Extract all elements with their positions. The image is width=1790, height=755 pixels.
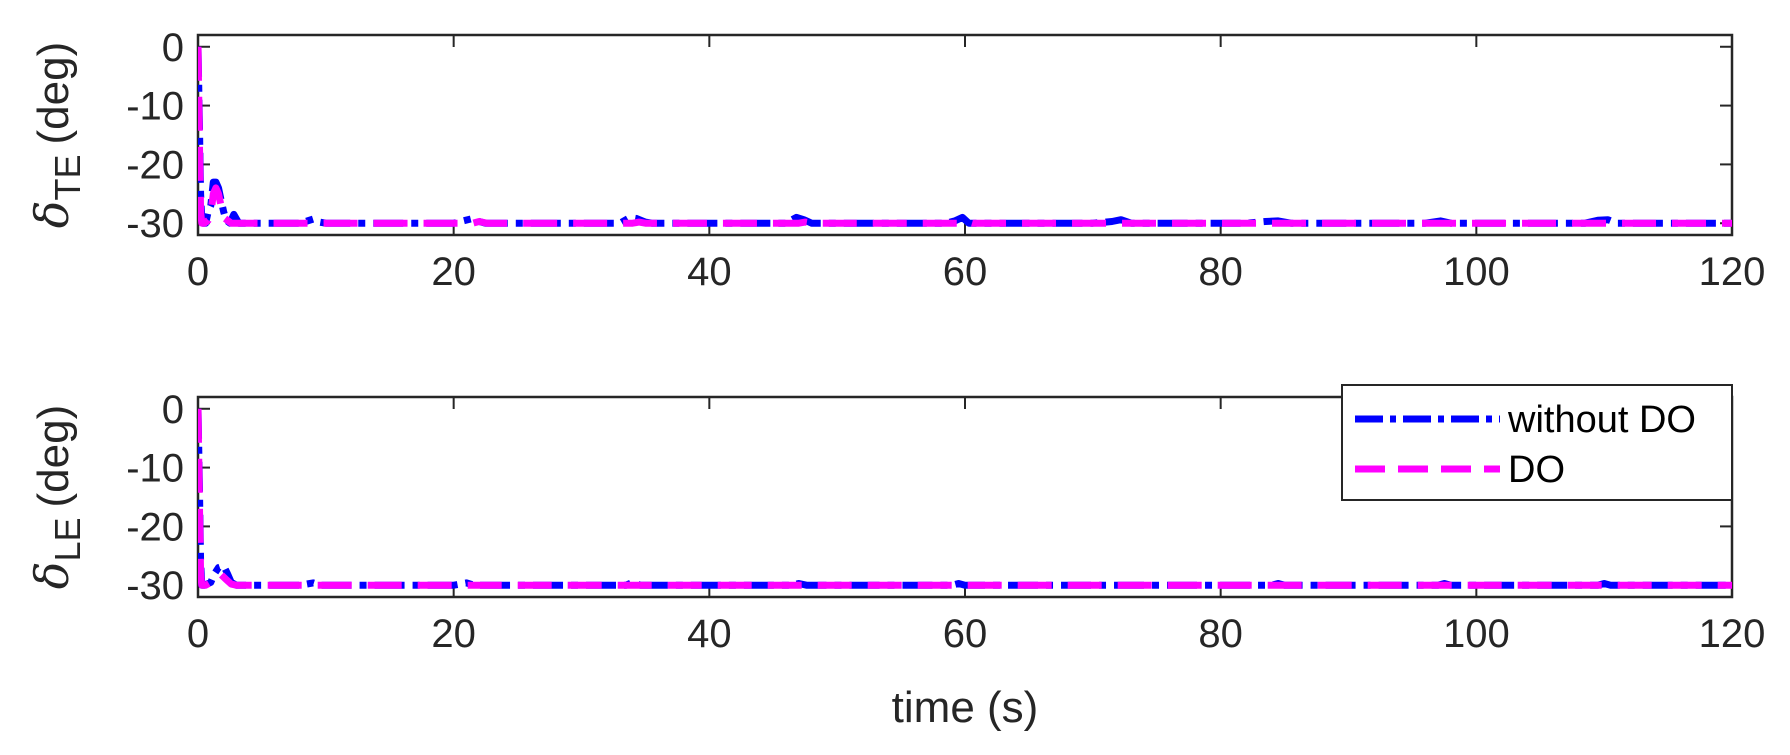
top-ylabel-subscript: TE — [47, 155, 88, 201]
bot-xtick-label: 60 — [943, 612, 988, 656]
legend-label-without-do: without DO — [1507, 399, 1696, 441]
legend-label-do: DO — [1508, 449, 1565, 491]
top-xtick-label: 0 — [187, 250, 209, 294]
top-ylabel-symbol: δ — [25, 201, 79, 229]
top-subplot: 0 20 40 60 80 100 120 0 -10 -20 -30 δTE (deg) — [25, 26, 1765, 294]
bot-xtick-label: 0 — [187, 612, 209, 656]
bottom-ylabel-unit: (deg) — [29, 405, 78, 508]
top-ylabel-unit: (deg) — [29, 42, 78, 145]
bottom-subplot: 0 20 40 60 80 100 120 0 -10 -20 -30 δLE (deg) time… — [25, 384, 1766, 732]
bottom-y-ticks: 0 -10 -20 -30 — [126, 388, 1732, 608]
top-xtick-label: 80 — [1198, 250, 1243, 294]
bot-xtick-label: 100 — [1443, 612, 1510, 656]
bot-xtick-label: 40 — [687, 612, 732, 656]
x-axis-label: time (s) — [892, 683, 1039, 732]
bottom-x-ticks: 0 20 40 60 80 100 120 — [187, 397, 1766, 656]
bot-xtick-label: 20 — [431, 612, 476, 656]
bottom-y-axis-label: δLE (deg) — [25, 405, 88, 589]
top-xtick-label: 120 — [1699, 250, 1766, 294]
top-ytick-label: -30 — [126, 202, 184, 246]
bottom-series-group — [198, 408, 1732, 589]
top-series-group — [198, 46, 1732, 227]
bottom-ylabel-subscript: LE — [47, 517, 88, 561]
bot-ytick-label: -10 — [126, 447, 184, 491]
top-ytick-label: -20 — [126, 143, 184, 187]
legend-box — [1341, 384, 1733, 501]
top-ytick-label: -10 — [126, 85, 184, 129]
bot-ytick-label: 0 — [162, 388, 184, 432]
top-xtick-label: 40 — [687, 250, 732, 294]
top-x-ticks: 0 20 40 60 80 100 120 — [187, 35, 1766, 294]
top-xtick-label: 20 — [431, 250, 476, 294]
top-xtick-label: 60 — [943, 250, 988, 294]
bot-xtick-label: 120 — [1699, 612, 1766, 656]
top-y-ticks: 0 -10 -20 -30 — [126, 26, 1732, 246]
legend: without DO DO — [1341, 384, 1733, 501]
bot-ytick-label: -20 — [126, 505, 184, 549]
bottom-ylabel-symbol: δ — [25, 562, 79, 590]
top-series-do — [198, 46, 1732, 227]
bot-ytick-label: -30 — [126, 564, 184, 608]
top-y-axis-label: δTE (deg) — [25, 42, 88, 228]
bot-xtick-label: 80 — [1198, 612, 1243, 656]
bottom-series-do — [198, 408, 1732, 589]
top-ytick-label: 0 — [162, 26, 184, 70]
top-plot-area — [196, 33, 1734, 237]
top-xtick-label: 100 — [1443, 250, 1510, 294]
